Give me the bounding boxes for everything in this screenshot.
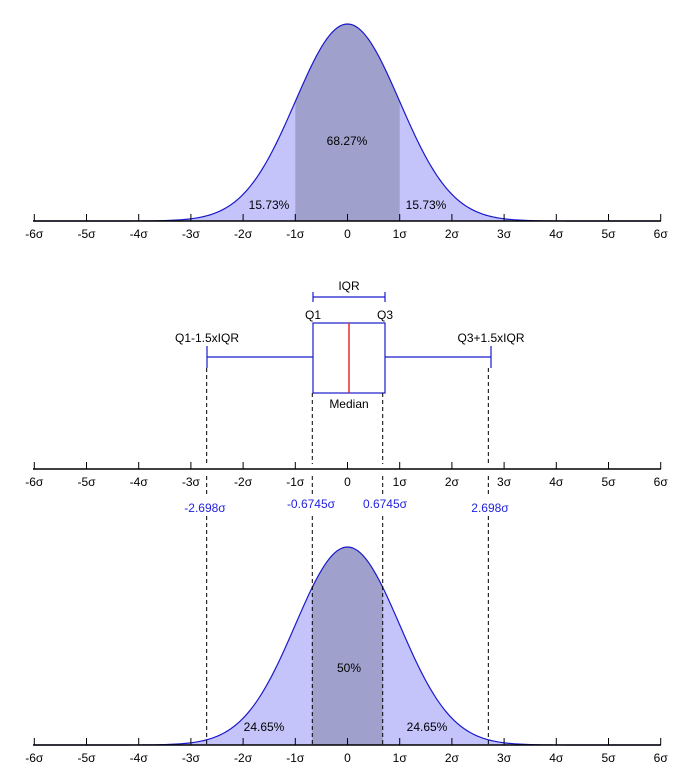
bottom-normal-curve-panel: -6σ -5σ -4σ -3σ -2σ -1σ 0 1σ 2σ 3σ 4σ 5σ 6σ 50% 24.6… [25, 546, 668, 765]
bottom-axis-tick-label: -5σ [77, 751, 96, 765]
top-curve-center-fill [295, 24, 400, 221]
middle-axis-tick-label: 5σ [601, 475, 616, 489]
bottom-axis-ticks: -6σ -5σ -4σ -3σ -2σ -1σ 0 1σ 2σ 3σ 4σ 5σ 6σ [25, 738, 668, 765]
bottom-axis-tick-label: 3σ [497, 751, 512, 765]
top-axis-tick-label: 3σ [497, 227, 512, 241]
upper-whisker-sigma-label: 2.698σ [471, 501, 509, 515]
bottom-axis-tick-label: -6σ [25, 751, 44, 765]
q1-label: Q1 [305, 308, 321, 322]
lower-whisker-sigma-label: -2.698σ [184, 501, 226, 515]
top-axis-tick-label: -1σ [286, 227, 305, 241]
lower-whisker-label: Q1-1.5xIQR [175, 331, 239, 345]
upper-whisker-label: Q3+1.5xIQR [457, 331, 524, 345]
bottom-axis-tick-label: -2σ [234, 751, 253, 765]
bottom-axis-tick-label: 2σ [445, 751, 460, 765]
iqr-label: IQR [338, 279, 360, 293]
middle-axis-tick-label: 4σ [549, 475, 564, 489]
top-axis-tick-label: 6σ [654, 227, 669, 241]
bottom-axis-tick-label: 1σ [393, 751, 408, 765]
top-left-percent: 15.73% [249, 198, 290, 212]
middle-axis-tick-label: -4σ [130, 475, 149, 489]
top-axis-tick-label: -6σ [25, 227, 44, 241]
top-axis-tick-label: 0 [344, 227, 351, 241]
bottom-axis-tick-label: 6σ [654, 751, 669, 765]
middle-axis-tick-label: 2σ [445, 475, 460, 489]
bottom-axis-tick-label: 5σ [601, 751, 616, 765]
bottom-axis-tick-label: 4σ [549, 751, 564, 765]
quantile-dashed-guides [206, 368, 489, 745]
bottom-axis-tick-label: 0 [344, 751, 351, 765]
top-axis-ticks: -6σ -5σ -4σ -3σ -2σ -1σ 0 1σ 2σ 3σ 4σ 5σ 6σ [25, 214, 668, 241]
bottom-center-percent: 50% [337, 661, 361, 675]
median-label: Median [329, 397, 368, 411]
top-axis-tick-label: 4σ [549, 227, 564, 241]
top-normal-curve-panel: -6σ -5σ -4σ -3σ -2σ -1σ 0 1σ 2σ 3σ 4σ 5σ 6σ 68.27% 1… [25, 23, 668, 241]
bottom-curve-center-fill [312, 547, 383, 745]
top-axis-tick-label: -2σ [234, 227, 253, 241]
middle-axis-tick-label: -3σ [182, 475, 201, 489]
q3-label: Q3 [377, 308, 393, 322]
top-center-percent: 68.27% [327, 134, 368, 148]
boxplot-panel: IQR Q1 Q3 Median Q1-1.5xIQR Q3+1.5xIQR -… [25, 279, 668, 515]
top-axis-tick-label: -3σ [182, 227, 201, 241]
bottom-left-percent: 24.65% [244, 720, 285, 734]
top-axis-tick-label: -5σ [77, 227, 96, 241]
middle-axis-tick-label: -5σ [77, 475, 96, 489]
q3-sigma-label: 0.6745σ [363, 497, 408, 511]
bottom-right-percent: 24.65% [407, 720, 448, 734]
top-axis-tick-label: -4σ [130, 227, 149, 241]
top-right-percent: 15.73% [406, 198, 447, 212]
q1-sigma-label: -0.6745σ [287, 497, 336, 511]
top-axis-tick-label: 1σ [393, 227, 408, 241]
middle-axis-tick-label: -6σ [25, 475, 44, 489]
middle-axis-tick-label: 1σ [393, 475, 408, 489]
bottom-axis-tick-label: -3σ [182, 751, 201, 765]
bottom-axis-tick-label: -4σ [130, 751, 149, 765]
top-axis-tick-label: 5σ [601, 227, 616, 241]
middle-axis-tick-label: 3σ [497, 475, 512, 489]
middle-axis-tick-label: -1σ [286, 475, 305, 489]
middle-axis-tick-label: 6σ [654, 475, 669, 489]
middle-axis-ticks: -6σ -5σ -4σ -3σ -2σ -1σ 0 1σ 2σ 3σ 4σ 5σ 6σ [25, 462, 668, 489]
top-axis-tick-label: 2σ [445, 227, 460, 241]
middle-axis-tick-label: 0 [344, 475, 351, 489]
bottom-axis-tick-label: -1σ [286, 751, 305, 765]
middle-axis-tick-label: -2σ [234, 475, 253, 489]
